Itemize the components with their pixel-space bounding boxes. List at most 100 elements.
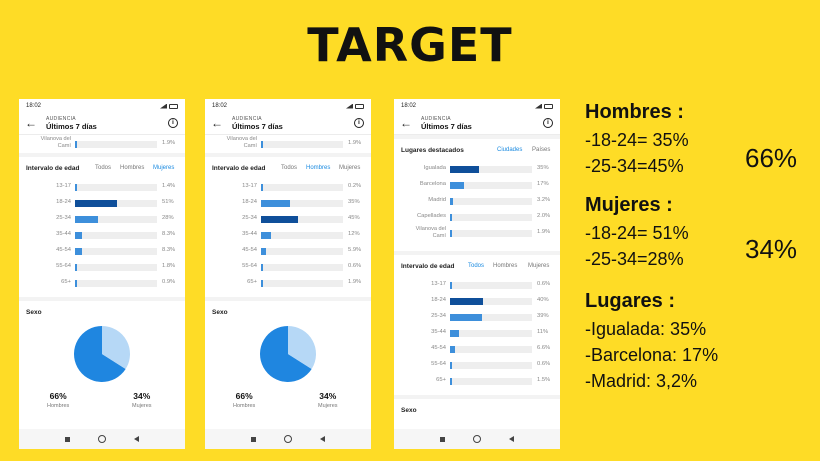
header-title: Últimos 7 días <box>421 122 472 131</box>
header-title: Últimos 7 días <box>46 122 97 131</box>
app-header: ← AUDIENCIA Últimos 7 días i <box>394 113 560 135</box>
row-label: 35-44 <box>242 231 257 237</box>
row-value: 6.6% <box>537 345 551 351</box>
row-label: 18-24 <box>431 297 446 303</box>
place-label: Vilanova del Camí <box>40 136 71 149</box>
bar-fill <box>450 378 452 385</box>
lugares-line-2: -Barcelona: 17% <box>585 345 719 365</box>
row-label: 18-24 <box>242 199 257 205</box>
row-value: 2.0% <box>537 213 551 219</box>
battery-icon <box>169 103 178 109</box>
bar-track <box>75 232 157 239</box>
tab-mujeres[interactable]: Mujeres <box>528 263 550 269</box>
home-icon[interactable] <box>473 435 481 443</box>
tab-hombres[interactable]: Hombres <box>306 165 331 171</box>
tab-ciudades[interactable]: Ciudades <box>497 147 523 153</box>
row-value: 0.2% <box>348 183 362 189</box>
signal-icon <box>535 103 542 109</box>
hombres-line-1: -18-24= 35% <box>585 130 689 150</box>
tab-hombres[interactable]: Hombres <box>493 263 518 269</box>
home-icon[interactable] <box>98 435 106 443</box>
recents-icon[interactable] <box>65 436 70 442</box>
row-label: 25-34 <box>56 215 71 221</box>
female-value: 34% <box>133 391 151 401</box>
bar-track <box>450 314 532 321</box>
male-value: 66% <box>235 391 253 401</box>
row-label: 45-54 <box>431 345 446 351</box>
back-arrow-icon[interactable]: ← <box>211 116 223 130</box>
list-item: 55-64 0.6% <box>394 357 560 373</box>
back-icon[interactable] <box>509 436 514 442</box>
bar-fill <box>75 280 77 287</box>
age-rows: 13-17 0.2% 18-24 35% 25-34 45% 35-44 12% 45-54 5.… <box>205 179 371 291</box>
status-time: 18:02 <box>26 103 42 109</box>
phone-screenshot-1: 18:02 ← AUDIENCIA Últimos 7 días i Vilan… <box>19 99 185 449</box>
home-icon[interactable] <box>284 435 292 443</box>
places-card-partial: Vilanova del Camí 1.9% <box>19 135 185 153</box>
back-icon[interactable] <box>134 436 139 442</box>
row-label: 45-54 <box>242 247 257 253</box>
bar-track <box>450 378 532 385</box>
info-icon[interactable]: i <box>168 118 178 128</box>
list-item: 55-64 1.8% <box>19 259 185 275</box>
bar-fill <box>75 264 77 271</box>
sex-pie-chart <box>260 326 316 382</box>
list-item: 13-17 1.4% <box>19 179 185 195</box>
bar-fill <box>261 248 266 255</box>
tab-mujeres[interactable]: Mujeres <box>153 165 175 171</box>
bar-track <box>261 200 343 207</box>
back-arrow-icon[interactable]: ← <box>25 116 37 130</box>
battery-icon <box>544 103 553 109</box>
tab-hombres[interactable]: Hombres <box>120 165 145 171</box>
back-arrow-icon[interactable]: ← <box>400 116 412 130</box>
info-icon[interactable]: i <box>543 118 553 128</box>
row-label: Madrid <box>428 197 446 203</box>
android-nav-bar <box>19 429 185 449</box>
bar-fill <box>75 216 98 223</box>
lugares-line-3: -Madrid: 3,2% <box>585 371 698 391</box>
age-card: Intervalo de edad Todos Hombres Mujeres … <box>19 157 185 297</box>
sex-section-title: Sexo <box>212 309 228 316</box>
tab-todos[interactable]: Todos <box>281 165 298 171</box>
tab-mujeres[interactable]: Mujeres <box>339 165 361 171</box>
info-icon[interactable]: i <box>354 118 364 128</box>
bar-fill <box>450 230 452 237</box>
list-item: 65+ 1.9% <box>205 275 371 291</box>
row-value: 51% <box>162 199 174 205</box>
list-item: 13-17 0.2% <box>205 179 371 195</box>
bar-track <box>75 248 157 255</box>
bar-track <box>450 298 532 305</box>
age-section-title: Intervalo de edad <box>212 165 266 172</box>
recents-icon[interactable] <box>251 436 256 442</box>
sex-pie-chart <box>74 326 130 382</box>
row-value: 8.3% <box>162 247 176 253</box>
list-item: 35-44 8.3% <box>19 227 185 243</box>
row-label: 25-34 <box>431 313 446 319</box>
bar-track <box>75 141 157 148</box>
page-title: TARGET <box>307 18 513 72</box>
row-label: 65+ <box>61 279 71 285</box>
tab-todos[interactable]: Todos <box>468 263 485 269</box>
tab-paises[interactable]: Países <box>532 147 551 153</box>
sex-card: Sexo <box>394 399 560 429</box>
bar-fill <box>75 248 82 255</box>
row-value: 17% <box>537 181 549 187</box>
row-label: Vilanova del Camí <box>415 226 446 239</box>
bar-track <box>450 282 532 289</box>
signal-icon <box>160 103 167 109</box>
bar-fill <box>450 346 456 353</box>
signal-icon <box>346 103 353 109</box>
recents-icon[interactable] <box>440 436 445 442</box>
bar-fill <box>450 182 464 189</box>
tab-todos[interactable]: Todos <box>95 165 112 171</box>
row-label: 55-64 <box>242 263 257 269</box>
list-item: 35-44 12% <box>205 227 371 243</box>
mujeres-title: Mujeres : <box>585 194 673 216</box>
male-stat: 66% Hombres <box>47 391 69 409</box>
back-icon[interactable] <box>320 436 325 442</box>
app-header: ← AUDIENCIA Últimos 7 días i <box>19 113 185 135</box>
list-item: 25-34 39% <box>394 309 560 325</box>
bar-track <box>450 182 532 189</box>
battery-icon <box>355 103 364 109</box>
status-time: 18:02 <box>212 103 228 109</box>
